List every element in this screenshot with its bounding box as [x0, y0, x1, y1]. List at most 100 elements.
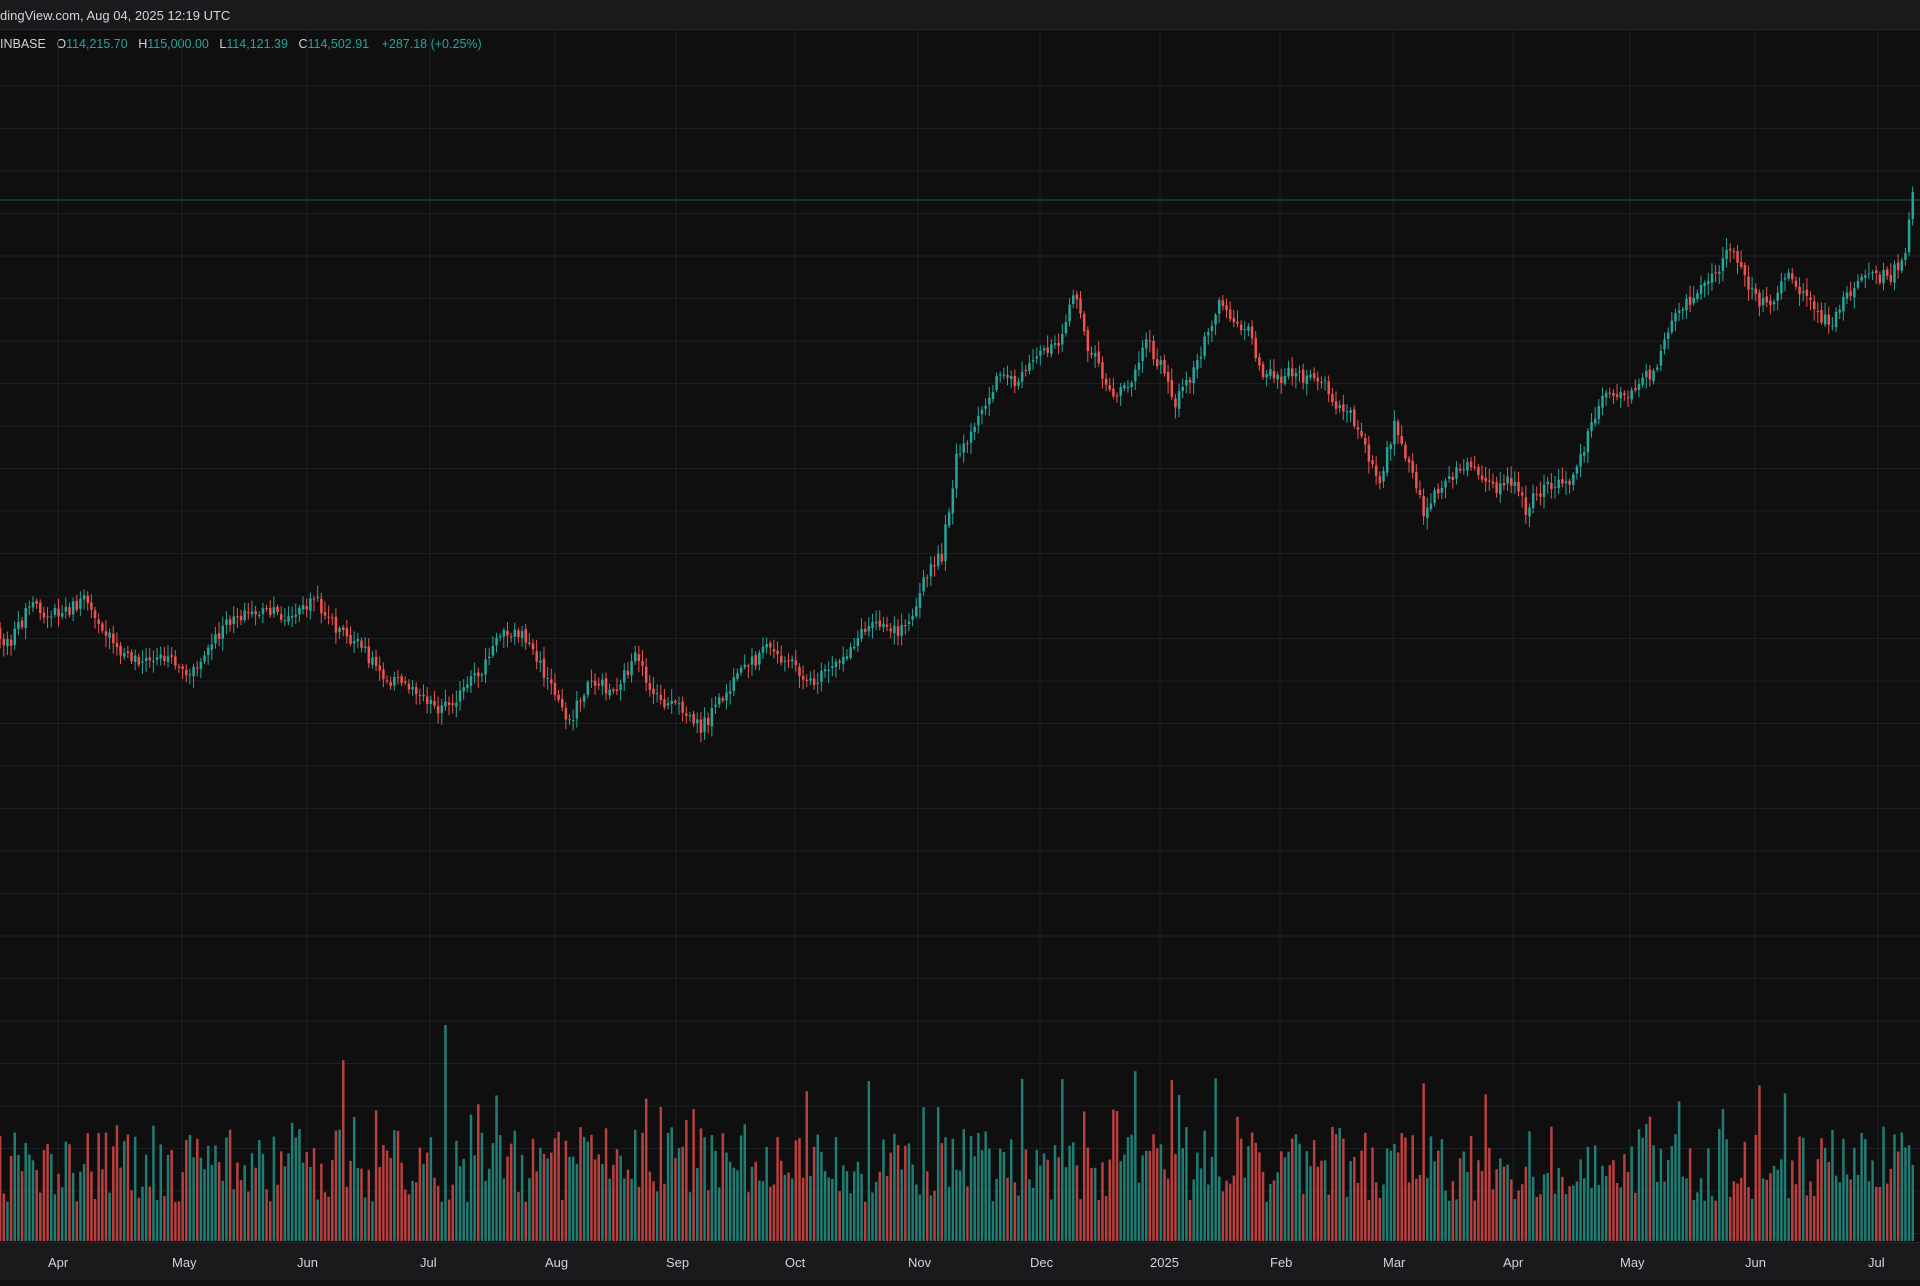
volume-bar [433, 1177, 436, 1241]
volume-bar [889, 1152, 892, 1241]
candle-body [192, 666, 195, 677]
volume-bar [75, 1201, 79, 1241]
candle-body [535, 651, 538, 662]
candle-body [758, 652, 761, 665]
candle-body [1280, 376, 1283, 383]
candle-body [1061, 334, 1064, 345]
volume-bar [1356, 1182, 1360, 1241]
volume-bar [159, 1144, 162, 1241]
volume-bar [1418, 1174, 1422, 1241]
candle-body [466, 684, 469, 689]
volume-bar [495, 1095, 498, 1241]
candle-body [279, 613, 283, 620]
volume-bar [849, 1193, 852, 1241]
volume-bar [349, 1160, 352, 1241]
candle-body [1867, 273, 1871, 275]
volume-bar [1061, 1079, 1064, 1241]
volume-bar [1283, 1157, 1287, 1241]
volume-bar [1050, 1199, 1053, 1241]
volume-bar [126, 1134, 130, 1241]
symbol-name[interactable]: INBASE [0, 37, 46, 51]
volume-bar [71, 1172, 75, 1241]
candle-body [1188, 379, 1192, 383]
candle-body [1064, 322, 1068, 334]
volume-bar [1714, 1200, 1717, 1241]
volume-bar [1079, 1199, 1082, 1241]
volume-bar [1469, 1135, 1473, 1241]
volume-bar [1729, 1197, 1732, 1241]
volume-bar [1280, 1151, 1283, 1241]
volume-bar [1207, 1184, 1210, 1241]
candle-body [929, 564, 933, 577]
volume-bar [199, 1157, 203, 1241]
volume-bar [780, 1160, 783, 1241]
volume-bar [557, 1131, 560, 1241]
candle-body [1871, 272, 1874, 274]
volume-bar [1721, 1108, 1725, 1241]
volume-bar [1093, 1167, 1097, 1241]
volume-bar [1480, 1170, 1484, 1241]
volume-bar [1462, 1151, 1466, 1241]
candle-body [1243, 329, 1247, 331]
volume-bar [1860, 1132, 1863, 1241]
volume-bar [1232, 1175, 1236, 1241]
candle-body [1422, 496, 1425, 517]
candle-body [1145, 339, 1148, 349]
volume-bar [466, 1201, 469, 1241]
candle-body [1334, 401, 1338, 409]
candle-body [1462, 469, 1466, 471]
volume-bar [652, 1181, 655, 1241]
candle-body [17, 622, 20, 630]
candle-body [1323, 380, 1327, 382]
candle-body [1907, 219, 1911, 253]
candle-body [272, 607, 276, 614]
volume-bar [1312, 1140, 1316, 1241]
candle-body [327, 616, 330, 618]
volume-bar [524, 1201, 527, 1241]
candle-body [1104, 378, 1108, 385]
volume-bar [893, 1133, 896, 1241]
volume-bar [528, 1178, 531, 1241]
volume-bar [192, 1157, 195, 1241]
volume-bar [68, 1144, 71, 1241]
candle-body [699, 719, 703, 733]
candle-body [1849, 291, 1852, 296]
candle-body [1739, 262, 1743, 267]
time-axis[interactable]: Apr May Jun Jul Aug Sep Oct Nov Dec 2025 Feb Mar Apr… [0, 1242, 1920, 1280]
volume-bar [947, 1186, 951, 1241]
volume-bar [1305, 1151, 1309, 1241]
candle-body [374, 656, 378, 667]
price-chart[interactable] [0, 30, 1920, 1242]
volume-bar [141, 1186, 144, 1241]
candle-body [221, 625, 225, 639]
candle-body [1075, 294, 1079, 300]
candle-body [1838, 309, 1841, 313]
volume-bar [1458, 1158, 1462, 1241]
volume-bar [1455, 1199, 1458, 1241]
candle-body [951, 488, 955, 514]
volume-bar [254, 1167, 257, 1241]
candle-body [1053, 343, 1057, 345]
candle-body [1685, 298, 1688, 311]
candle-body [1283, 375, 1287, 384]
candle-body [166, 656, 170, 662]
candle-body [24, 607, 27, 628]
volume-bar [152, 1125, 155, 1241]
candle-body [860, 628, 863, 639]
candle-body [696, 719, 699, 724]
volume-bar [1404, 1137, 1407, 1241]
volume-bar [1816, 1159, 1820, 1241]
candle-body [601, 679, 604, 686]
candle-body [1393, 420, 1396, 445]
candle-body [1031, 359, 1035, 362]
candle-body [174, 656, 177, 666]
candle-body [1568, 480, 1571, 485]
volume-bar [6, 1201, 9, 1241]
candle-body [367, 646, 371, 664]
candle-body [867, 626, 871, 632]
volume-bar [936, 1107, 940, 1241]
candle-body [1601, 395, 1604, 408]
volume-bar [407, 1194, 411, 1241]
candle-body [637, 654, 641, 662]
volume-bar [644, 1098, 648, 1241]
